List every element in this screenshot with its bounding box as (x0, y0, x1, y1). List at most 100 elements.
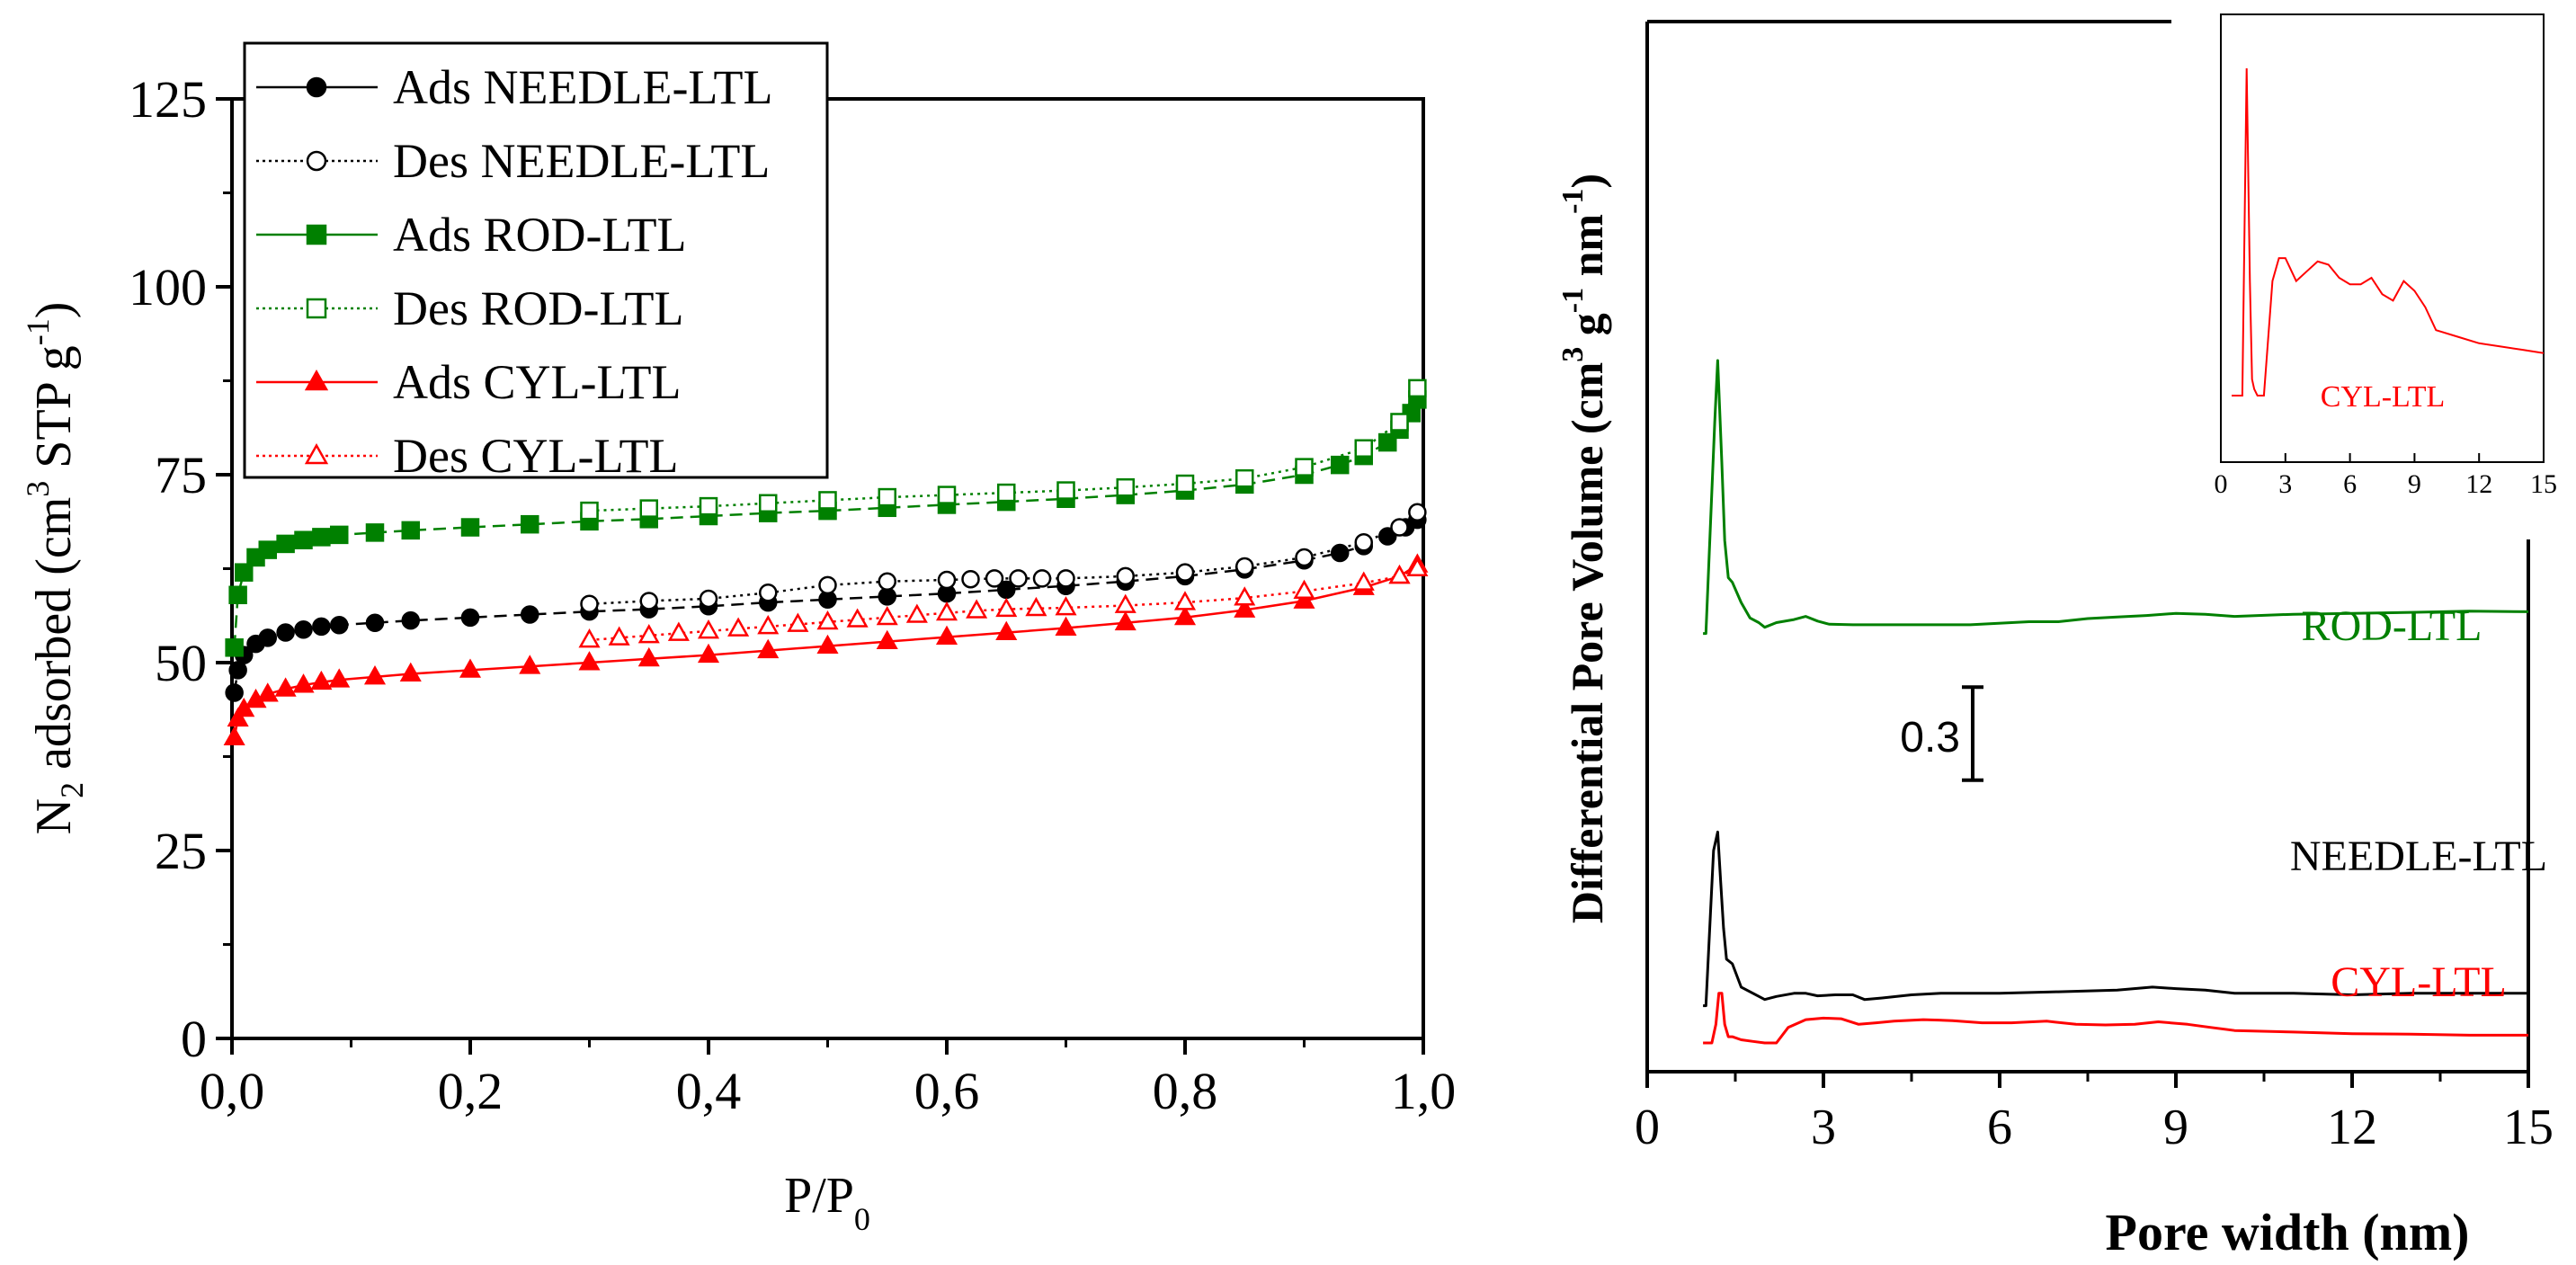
series-line (589, 388, 1419, 512)
x-tick-label: 15 (2503, 1100, 2554, 1155)
data-point (256, 682, 279, 702)
data-point (1175, 563, 1195, 582)
legend-box (243, 41, 829, 479)
data-point (1293, 579, 1315, 600)
isotherm-x-axis: 0,0 0,2 0,4 0,6 0,8 1,0 (200, 1038, 1456, 1120)
legend-marker (304, 369, 329, 391)
data-point (223, 726, 245, 746)
x-tick-label: 9 (2163, 1100, 2188, 1155)
legend-label: Des NEEDLE-LTL (393, 134, 770, 188)
data-point (1114, 610, 1136, 631)
data-point (1352, 571, 1375, 591)
legend-marker (306, 150, 327, 172)
series-label: CYL-LTL (2331, 958, 2507, 1006)
x-tick-label: 3 (1811, 1100, 1836, 1155)
isotherm-y-axis: 0 25 50 75 100 125 (129, 70, 232, 1068)
series-des-cyl-ltl (578, 557, 1429, 648)
inset-x-axis: 0 3 6 9 12 15 (2215, 453, 2557, 499)
x-tick-label: 0,0 (200, 1062, 265, 1120)
y-tick-label: 125 (129, 70, 207, 129)
data-point (1295, 458, 1314, 477)
data-point (460, 518, 480, 537)
legend-item-ads-rod-ltl: Ads ROD-LTL (256, 208, 687, 262)
inset-x-tick-label: 12 (2465, 469, 2492, 499)
data-point (997, 483, 1016, 503)
pore-x-axis: 0 3 6 9 12 15 (1635, 1072, 2554, 1155)
x-tick-label: 0,2 (438, 1062, 504, 1120)
data-point (276, 623, 295, 642)
inset-x-tick-label: 6 (2343, 469, 2357, 499)
data-point (727, 617, 750, 637)
series-line (1703, 830, 2528, 1008)
data-point (699, 589, 718, 609)
legend-item-ads-cyl-ltl: Ads CYL-LTL (256, 355, 682, 409)
series-needle-ltl: NEEDLE-LTL (1703, 830, 2547, 1008)
data-point (292, 673, 315, 693)
data-point (1234, 598, 1256, 618)
inset-x-tick-label: 3 (2278, 469, 2292, 499)
data-point (639, 499, 658, 518)
data-point (1055, 616, 1077, 636)
inset-series-cyl-ltl (2232, 67, 2545, 396)
data-point (816, 610, 839, 630)
data-point (363, 664, 387, 685)
isotherm-legend: Ads NEEDLE-LTL Des NEEDLE-LTL Ads ROD-LTL D… (243, 41, 829, 483)
data-point (995, 620, 1018, 641)
data-point (310, 670, 333, 690)
data-point (521, 514, 539, 534)
data-point (1055, 596, 1077, 616)
data-point (401, 610, 420, 630)
data-point (1354, 532, 1373, 552)
data-point (818, 491, 837, 510)
data-point (937, 570, 957, 590)
data-point (1235, 468, 1254, 488)
data-point (1116, 566, 1135, 586)
inset-series-label: CYL-LTL (2321, 380, 2446, 414)
x-tick-label: 12 (2327, 1100, 2377, 1155)
data-point (1295, 548, 1314, 567)
series-des-needle-ltl (580, 503, 1427, 614)
data-point (578, 651, 601, 671)
data-point (905, 603, 928, 623)
data-point (1354, 439, 1373, 458)
data-point (294, 530, 313, 549)
data-point (521, 605, 539, 624)
data-point (961, 569, 980, 589)
data-point (985, 569, 1004, 588)
data-point (1025, 596, 1047, 617)
data-point (1331, 455, 1350, 475)
legend-label: Ads ROD-LTL (393, 208, 687, 262)
data-point (637, 646, 660, 667)
data-point (519, 655, 541, 674)
data-point (225, 638, 244, 657)
data-point (966, 599, 988, 619)
data-point (258, 628, 277, 647)
legend-item-des-needle-ltl: Des NEEDLE-LTL (256, 134, 770, 188)
data-point (228, 661, 247, 680)
data-point (1234, 586, 1256, 606)
data-point (937, 486, 957, 504)
data-point (1408, 379, 1427, 398)
inset-x-tick-label: 15 (2530, 469, 2557, 499)
data-point (274, 677, 297, 697)
y-tick-label: 75 (155, 446, 207, 504)
legend-label: Des CYL-LTL (393, 429, 678, 483)
data-point (608, 626, 630, 646)
legend-label: Des ROD-LTL (393, 281, 683, 335)
data-point (365, 613, 385, 632)
pore-distribution-chart: 0 3 6 9 12 15 ROD-LTL NEEDLE-LTL CYL-LTL Pore w… (1556, 13, 2557, 1261)
y-tick-label: 100 (129, 258, 207, 316)
isotherm-y-axis-label: N2 adsorbed (cm3 STP g-1) (20, 302, 90, 835)
pore-y-axis-label: Differential Pore Volume (cm3 g-1 nm-1) (1556, 174, 1612, 923)
inset-frame (2220, 13, 2545, 463)
legend-item-ads-needle-ltl: Ads NEEDLE-LTL (256, 60, 772, 114)
data-point (759, 494, 778, 513)
data-point (787, 612, 809, 632)
data-point (276, 534, 295, 554)
data-point (876, 605, 898, 626)
data-point (459, 658, 482, 678)
legend-item-des-cyl-ltl: Des CYL-LTL (256, 429, 678, 483)
x-tick-label: 0,4 (676, 1062, 742, 1120)
data-point (846, 608, 869, 628)
